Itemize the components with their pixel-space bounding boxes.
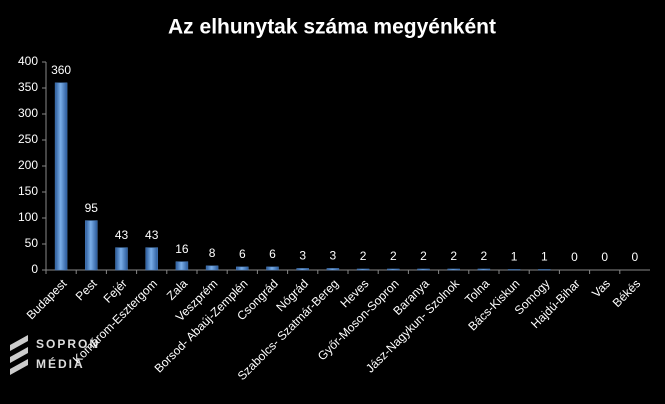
logo-icon (10, 335, 28, 375)
y-tick-label: 300 (18, 106, 38, 120)
bar (175, 261, 189, 271)
bar (447, 268, 460, 271)
data-label: 1 (511, 250, 518, 264)
y-tick-label: 0 (31, 262, 38, 276)
bar (145, 247, 158, 271)
data-label: 2 (450, 249, 457, 263)
bar (266, 266, 279, 271)
data-label: 43 (145, 228, 159, 242)
bar (417, 268, 430, 271)
data-label: 3 (299, 249, 306, 263)
data-label: 0 (571, 250, 578, 264)
data-label: 6 (239, 247, 246, 261)
bar (205, 265, 219, 271)
data-label: 43 (115, 228, 129, 242)
y-tick-label: 250 (18, 132, 38, 146)
data-label: 360 (51, 63, 71, 77)
data-label: 6 (269, 247, 276, 261)
chart-title: Az elhunytak száma megyénként (168, 16, 496, 39)
bar (85, 220, 98, 271)
bar (115, 247, 128, 271)
y-tick-label: 350 (18, 80, 38, 94)
data-label: 0 (632, 250, 639, 264)
data-label: 2 (481, 249, 488, 263)
bar (326, 268, 340, 271)
x-tick-label: Békés (610, 276, 643, 309)
data-label: 1 (541, 250, 548, 264)
data-label: 16 (175, 242, 189, 256)
data-label: 2 (390, 249, 397, 263)
data-label: 95 (85, 201, 99, 215)
x-tick-label: Vas (589, 276, 613, 300)
y-tick-label: 150 (18, 184, 38, 198)
bar (54, 82, 68, 271)
y-tick-label: 50 (25, 236, 39, 250)
data-label: 3 (330, 249, 337, 263)
x-tick-label: Pest (73, 276, 100, 303)
bar (538, 269, 551, 271)
logo-text: SOPRON (36, 337, 100, 351)
x-tick-label: Budapest (24, 276, 70, 322)
bar (477, 268, 491, 271)
y-tick-label: 200 (18, 158, 38, 172)
logo-text: MÉDIA (36, 356, 85, 371)
x-tick-label: Zala (164, 276, 191, 303)
data-label: 2 (420, 249, 427, 263)
bar (296, 268, 309, 271)
bar (387, 268, 400, 271)
bar (236, 266, 249, 271)
y-tick-label: 400 (18, 54, 38, 68)
logo: SOPRON MÉDIA (10, 335, 100, 375)
data-label: 2 (360, 249, 367, 263)
data-label: 8 (209, 246, 216, 260)
bar (356, 268, 370, 271)
bar (507, 269, 521, 271)
data-label: 0 (601, 250, 608, 264)
y-tick-label: 100 (18, 210, 38, 224)
